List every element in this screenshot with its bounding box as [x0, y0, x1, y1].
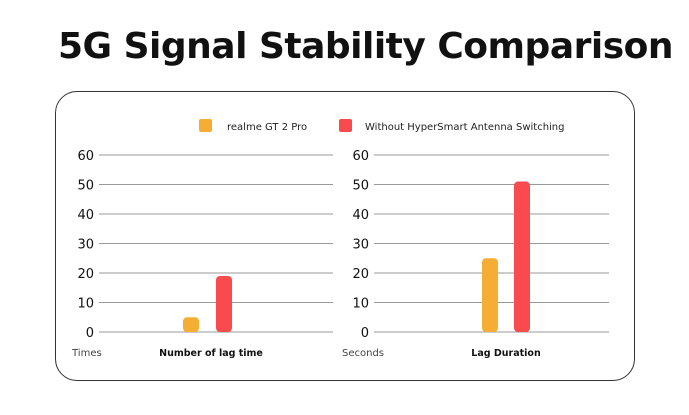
- y-tick-label: 30: [77, 238, 94, 253]
- y-tick-label: 40: [77, 208, 94, 223]
- y-tick-label: 50: [77, 179, 94, 194]
- legend: realme GT 2 Pro Without HyperSmart Anten…: [199, 119, 565, 133]
- legend-label-realme: realme GT 2 Pro: [227, 122, 307, 133]
- bar-realme: [482, 258, 498, 332]
- y-tick-label: 30: [352, 238, 369, 253]
- chart-lag-times: 0 10 20 30 40 50 60 Times Number of lag time: [71, 149, 333, 359]
- y-tick-label: 60: [77, 149, 94, 164]
- y-tick-label: 10: [352, 297, 369, 312]
- legend-label-without: Without HyperSmart Antenna Switching: [365, 122, 565, 133]
- y-tick-label: 0: [361, 326, 369, 341]
- legend-swatch-realme: [199, 119, 212, 132]
- bar-without: [514, 181, 530, 332]
- y-tick-label: 60: [352, 149, 369, 164]
- y-tick-label: 50: [352, 179, 369, 194]
- unit-label: Times: [71, 348, 102, 359]
- y-tick-label: 10: [77, 297, 94, 312]
- chart-lag-duration: 0 10 20 30 40 50 60 Seconds Lag Duration: [342, 149, 609, 359]
- bar-realme: [183, 317, 199, 332]
- page-title: 5G Signal Stability Comparison: [58, 26, 674, 67]
- legend-swatch-without: [339, 119, 352, 132]
- x-axis-label: Number of lag time: [159, 348, 263, 359]
- y-tick-label: 20: [352, 267, 369, 282]
- y-tick-label: 20: [77, 267, 94, 282]
- chart-frame: [55, 91, 635, 381]
- bar-without: [216, 275, 232, 332]
- x-axis-label: Lag Duration: [471, 348, 541, 359]
- y-tick-label: 40: [352, 208, 369, 223]
- unit-label: Seconds: [342, 348, 384, 359]
- y-tick-label: 0: [86, 326, 94, 341]
